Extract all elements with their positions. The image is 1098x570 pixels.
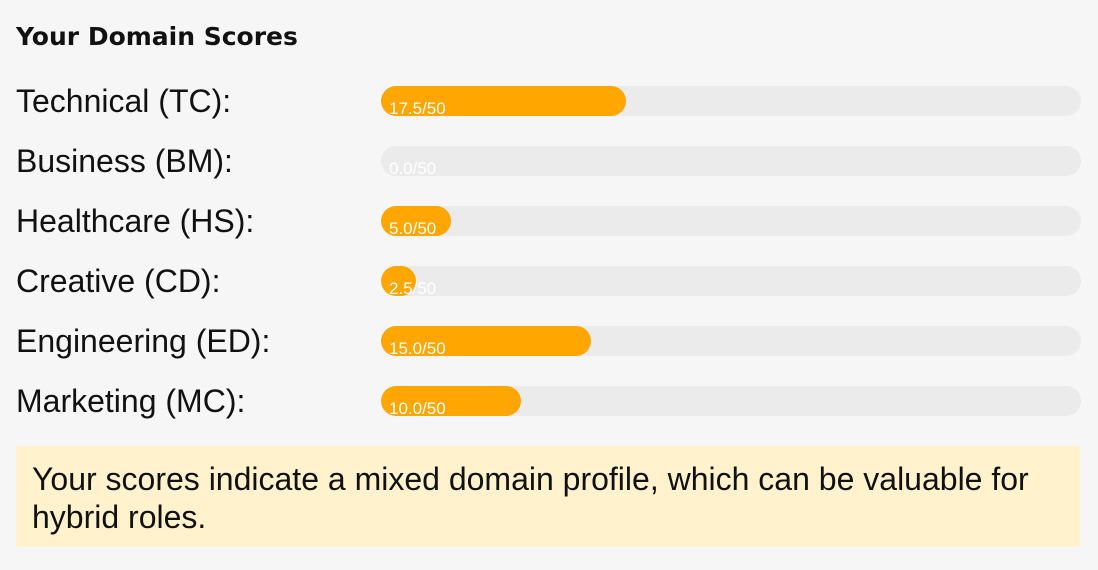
score-fill: [381, 386, 521, 416]
score-label: Marketing (MC):: [16, 383, 246, 419]
score-value: 2.5/50: [389, 279, 437, 296]
score-label: Creative (CD):: [16, 263, 221, 299]
score-label: Business (BM):: [16, 143, 233, 179]
score-fill: [381, 86, 626, 116]
score-label: Engineering (ED):: [16, 323, 271, 359]
score-row-creative: Creative (CD): 2.5/50: [16, 265, 1082, 297]
score-value: 0.0/50: [389, 159, 437, 176]
score-label: Healthcare (HS):: [16, 203, 255, 239]
score-track: 0.0/50: [381, 146, 1081, 176]
score-track: 10.0/50: [381, 386, 1081, 416]
panel-title: Your Domain Scores: [16, 22, 298, 51]
score-row-healthcare: Healthcare (HS): 5.0/50: [16, 205, 1082, 237]
score-fill: [381, 206, 451, 236]
score-fill: [381, 266, 416, 296]
score-track: 5.0/50: [381, 206, 1081, 236]
score-value: 10.0/50: [389, 399, 446, 416]
score-track: 15.0/50: [381, 326, 1081, 356]
score-value: 5.0/50: [389, 219, 437, 236]
score-value: 15.0/50: [389, 339, 446, 356]
profile-note: Your scores indicate a mixed domain prof…: [16, 446, 1080, 547]
score-row-marketing: Marketing (MC): 10.0/50: [16, 385, 1082, 417]
score-track: 2.5/50: [381, 266, 1081, 296]
score-label: Technical (TC):: [16, 83, 232, 119]
score-value: 17.5/50: [389, 99, 446, 116]
score-fill: [381, 326, 591, 356]
score-row-business: Business (BM): 0.0/50: [16, 145, 1082, 177]
score-track: 17.5/50: [381, 86, 1081, 116]
score-row-technical: Technical (TC): 17.5/50: [16, 85, 1082, 117]
score-row-engineering: Engineering (ED): 15.0/50: [16, 325, 1082, 357]
